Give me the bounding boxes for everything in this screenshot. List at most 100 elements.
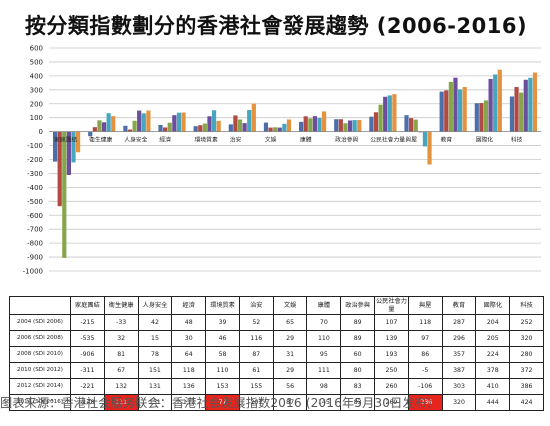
bar (71, 131, 76, 163)
bar (409, 118, 414, 132)
row-label: 2010 (SDI 2012) (9, 362, 71, 379)
bar (282, 123, 287, 132)
bar (167, 122, 172, 132)
bar (172, 115, 177, 132)
table-cell: 424 (509, 394, 544, 411)
bar (176, 112, 182, 132)
table-column-header: 經濟 (171, 296, 207, 315)
table-cell: 95 (306, 346, 342, 363)
table-cell: 89 (340, 330, 376, 347)
table-cell: -5 (407, 362, 443, 379)
bar (137, 110, 142, 132)
bar (483, 100, 489, 132)
bar (146, 110, 151, 132)
bar (53, 131, 58, 162)
table-cell: 224 (475, 346, 511, 363)
bar (132, 120, 137, 132)
table-column-header: 人身安全 (137, 296, 173, 315)
category-label: 家庭團結 (54, 136, 77, 144)
table-cell: 67 (103, 362, 139, 379)
bar (404, 115, 409, 132)
table-cell: 252 (509, 314, 544, 331)
y-tick-label: -400 (27, 184, 43, 192)
table-row: 2008 (SDI 2010) -906 81 78 64 58 87 31 95 60 193 86… (9, 346, 544, 363)
bar (387, 95, 392, 132)
y-tick-label: -900 (27, 254, 43, 262)
y-tick-label: 300 (30, 86, 43, 94)
table-column-header: 家庭團結 (70, 296, 105, 315)
bar (357, 120, 362, 132)
table-row: 2006 (SDI 2008) -535 32 15 30 46 116 29 110 89 139… (9, 330, 544, 347)
y-tick-label: 600 (30, 45, 43, 53)
y-tick-label: 400 (30, 72, 43, 80)
bar (277, 127, 282, 132)
bar (383, 96, 388, 132)
table-cell: 81 (103, 346, 139, 363)
table-cell: -535 (70, 330, 105, 347)
table-column-header: 與屋 (407, 296, 443, 315)
table-cell: 111 (306, 362, 342, 379)
table-cell: 30 (171, 330, 207, 347)
bar (343, 123, 348, 132)
table-cell: 87 (238, 346, 274, 363)
bar (422, 131, 428, 147)
table-cell: 89 (340, 314, 376, 331)
y-tick-label: -800 (27, 240, 43, 248)
source-caption: 图表来源：香港社会服务联会：香港社会发展指数2016 (2016年5月30日发布… (0, 396, 432, 410)
chart-figure: 按分類指數劃分的香港社會發展趨勢 (2006-2016) -1000 -900 -8… (6, 4, 546, 411)
bar (317, 117, 322, 132)
bar (439, 91, 444, 132)
bar (237, 119, 243, 132)
table-row: 2010 (SDI 2012) -311 67 151 118 110 61 29 111 80 2… (9, 362, 544, 379)
bar (299, 121, 304, 132)
y-tick-label: -700 (27, 226, 43, 234)
bar (198, 125, 203, 132)
bar (453, 77, 458, 132)
bar (106, 113, 111, 132)
bar (57, 131, 62, 207)
category-label: 科技 (511, 136, 523, 144)
table-row: 2012 (SDI 2014) -221 132 131 136 153 155 56 98 83… (9, 378, 544, 395)
bar (334, 119, 339, 132)
category-label: 衛生健康 (89, 136, 112, 144)
bar (444, 90, 449, 132)
table-column-header: 科技 (509, 296, 544, 315)
table-column-header: 環境質素 (205, 296, 240, 315)
bar (141, 113, 146, 132)
table-column-header: 國際化 (475, 296, 511, 315)
row-label: 2004 (SDI 2006) (9, 314, 71, 331)
bar (111, 116, 116, 132)
table-cell: 204 (475, 314, 511, 331)
bar (352, 120, 357, 132)
bar (532, 72, 538, 132)
table-cell: 378 (475, 362, 511, 379)
table-cell: 64 (171, 346, 207, 363)
table-cell: 46 (205, 330, 240, 347)
bar (378, 104, 383, 132)
table-cell: 287 (441, 314, 477, 331)
category-label: 文娛 (265, 136, 277, 144)
y-tick-label: -500 (27, 198, 43, 206)
bar (97, 120, 102, 132)
bar (123, 125, 128, 132)
table-cell: -148 (70, 394, 105, 411)
category-label: 公民社會力量 (370, 136, 405, 144)
bar (193, 126, 198, 132)
bar (457, 89, 463, 132)
table-cell: 42 (137, 314, 173, 331)
bar (268, 127, 273, 132)
bar (88, 131, 93, 137)
y-tick-label: 0 (39, 128, 43, 136)
table-cell: 387 (441, 362, 477, 379)
table-column-header: 政治參與 (340, 296, 376, 315)
table-cell: 110 (205, 362, 240, 379)
bar (158, 124, 163, 132)
bar (216, 120, 221, 132)
category-label: 政治參與 (335, 136, 358, 144)
bar (514, 87, 519, 132)
bar (308, 118, 313, 132)
category-label: 人身安全 (124, 136, 147, 144)
category-label: 教育 (441, 136, 453, 144)
bar (127, 129, 133, 132)
bar (474, 103, 479, 132)
